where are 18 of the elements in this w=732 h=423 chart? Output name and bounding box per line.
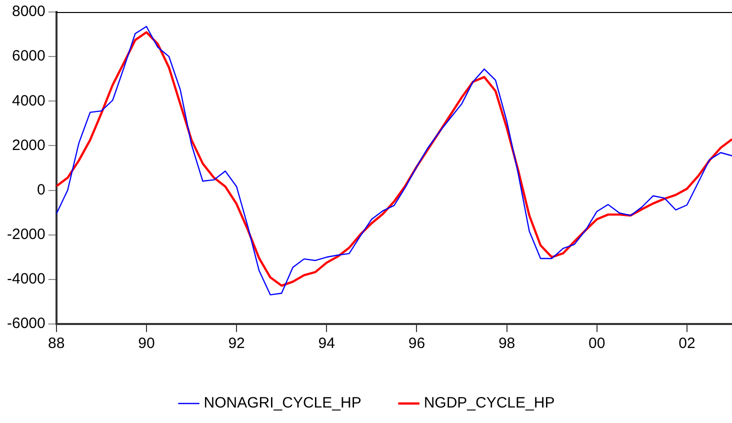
- y-tick-label: 0: [37, 181, 46, 198]
- y-tick-label: 4000: [12, 92, 46, 110]
- x-tick-label: 02: [678, 335, 696, 352]
- x-tick-label: 92: [228, 335, 245, 352]
- y-tick-label: -4000: [6, 270, 46, 288]
- y-tick-label: -2000: [6, 226, 46, 243]
- x-tick-label: 00: [588, 335, 606, 352]
- legend-label: NGDP_CYCLE_HP: [424, 394, 555, 412]
- x-tick-label: 98: [498, 335, 516, 352]
- y-tick-label: 2000: [12, 136, 46, 154]
- x-tick-label: 96: [408, 335, 426, 352]
- y-tick-label: 6000: [12, 48, 46, 65]
- x-tick-label: 94: [318, 335, 335, 352]
- legend-label: NONAGRI_CYCLE_HP: [204, 394, 362, 412]
- x-tick-label: 90: [138, 335, 155, 352]
- x-tick-label: 88: [48, 335, 65, 352]
- y-tick-label: -6000: [6, 315, 46, 332]
- y-tick-label: 8000: [12, 3, 46, 20]
